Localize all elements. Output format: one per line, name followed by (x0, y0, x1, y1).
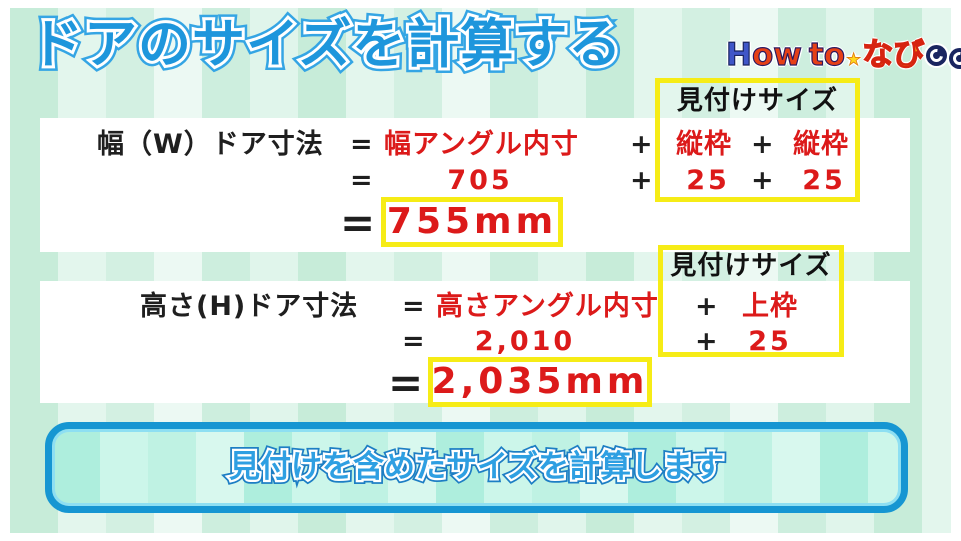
height-result: 2,035mm (431, 361, 649, 402)
width-result: 755mm (386, 201, 558, 242)
equals-sign: = (350, 129, 374, 160)
width-frame-val-1: 25 (686, 165, 730, 196)
equals-sign: = (402, 291, 426, 322)
width-label: 幅（W）ドア寸法 (97, 129, 324, 160)
width-mitsuke-label: 見付けサイズ (676, 86, 839, 116)
plus-sign: + (695, 291, 719, 322)
caption-banner: 見付けを含めたサイズを計算します 見付けを含めたサイズを計算します 見付けを含め… (45, 422, 908, 513)
equals-sign: = (350, 165, 374, 196)
height-value: 2,010 (474, 326, 576, 357)
width-mitsuke-box (655, 78, 860, 202)
logo-eye-icon (926, 44, 948, 66)
plus-sign: + (630, 129, 654, 160)
caption-text-fill: 見付けを含めたサイズを計算します (228, 448, 725, 485)
width-frame-term-1: 縦枠 (676, 129, 732, 160)
height-frame-term: 上枠 (742, 291, 798, 322)
logo-eye-icon (949, 47, 961, 69)
howto-navi-logo: H ow to ★ なび (725, 33, 961, 77)
logo-navi-text: なび (862, 37, 925, 73)
logo-letter-h: H (725, 37, 752, 73)
width-frame-term-2: 縦枠 (793, 129, 849, 160)
width-value: 705 (447, 165, 513, 196)
caption-text-white-outline: 見付けを含めたサイズを計算します (227, 446, 727, 487)
width-result-box (381, 197, 563, 247)
plus-sign: + (630, 165, 654, 196)
equals-sign: = (402, 326, 426, 357)
plus-sign: + (751, 129, 775, 160)
height-label: 高さ(H)ドア寸法 (140, 291, 359, 322)
height-term: 高さアングル内寸 (436, 291, 659, 322)
page-title-outline: ドアのサイズを計算する (24, 9, 626, 81)
caption-text-outline: 見付けを含めたサイズを計算します (225, 445, 728, 489)
plus-sign: + (695, 326, 719, 357)
height-result-box (428, 357, 652, 407)
page-title-text: ドアのサイズを計算する (30, 14, 623, 75)
logo-letters-ow: ow (751, 37, 802, 73)
equals-sign: = (388, 358, 424, 407)
height-mitsuke-box (658, 245, 844, 357)
logo-letters-to: to (808, 37, 846, 73)
star-icon: ★ (846, 50, 862, 71)
width-term: 幅アングル内寸 (384, 129, 579, 160)
height-formula-panel (40, 281, 910, 403)
height-mitsuke-label: 見付けサイズ (670, 251, 832, 281)
page-title-white-outline: ドアのサイズを計算する (27, 11, 624, 78)
width-frame-val-2: 25 (802, 165, 846, 196)
height-frame-val: 25 (748, 326, 792, 357)
equals-sign: = (340, 198, 376, 247)
plus-sign: + (751, 165, 775, 196)
width-formula-panel (40, 118, 910, 252)
